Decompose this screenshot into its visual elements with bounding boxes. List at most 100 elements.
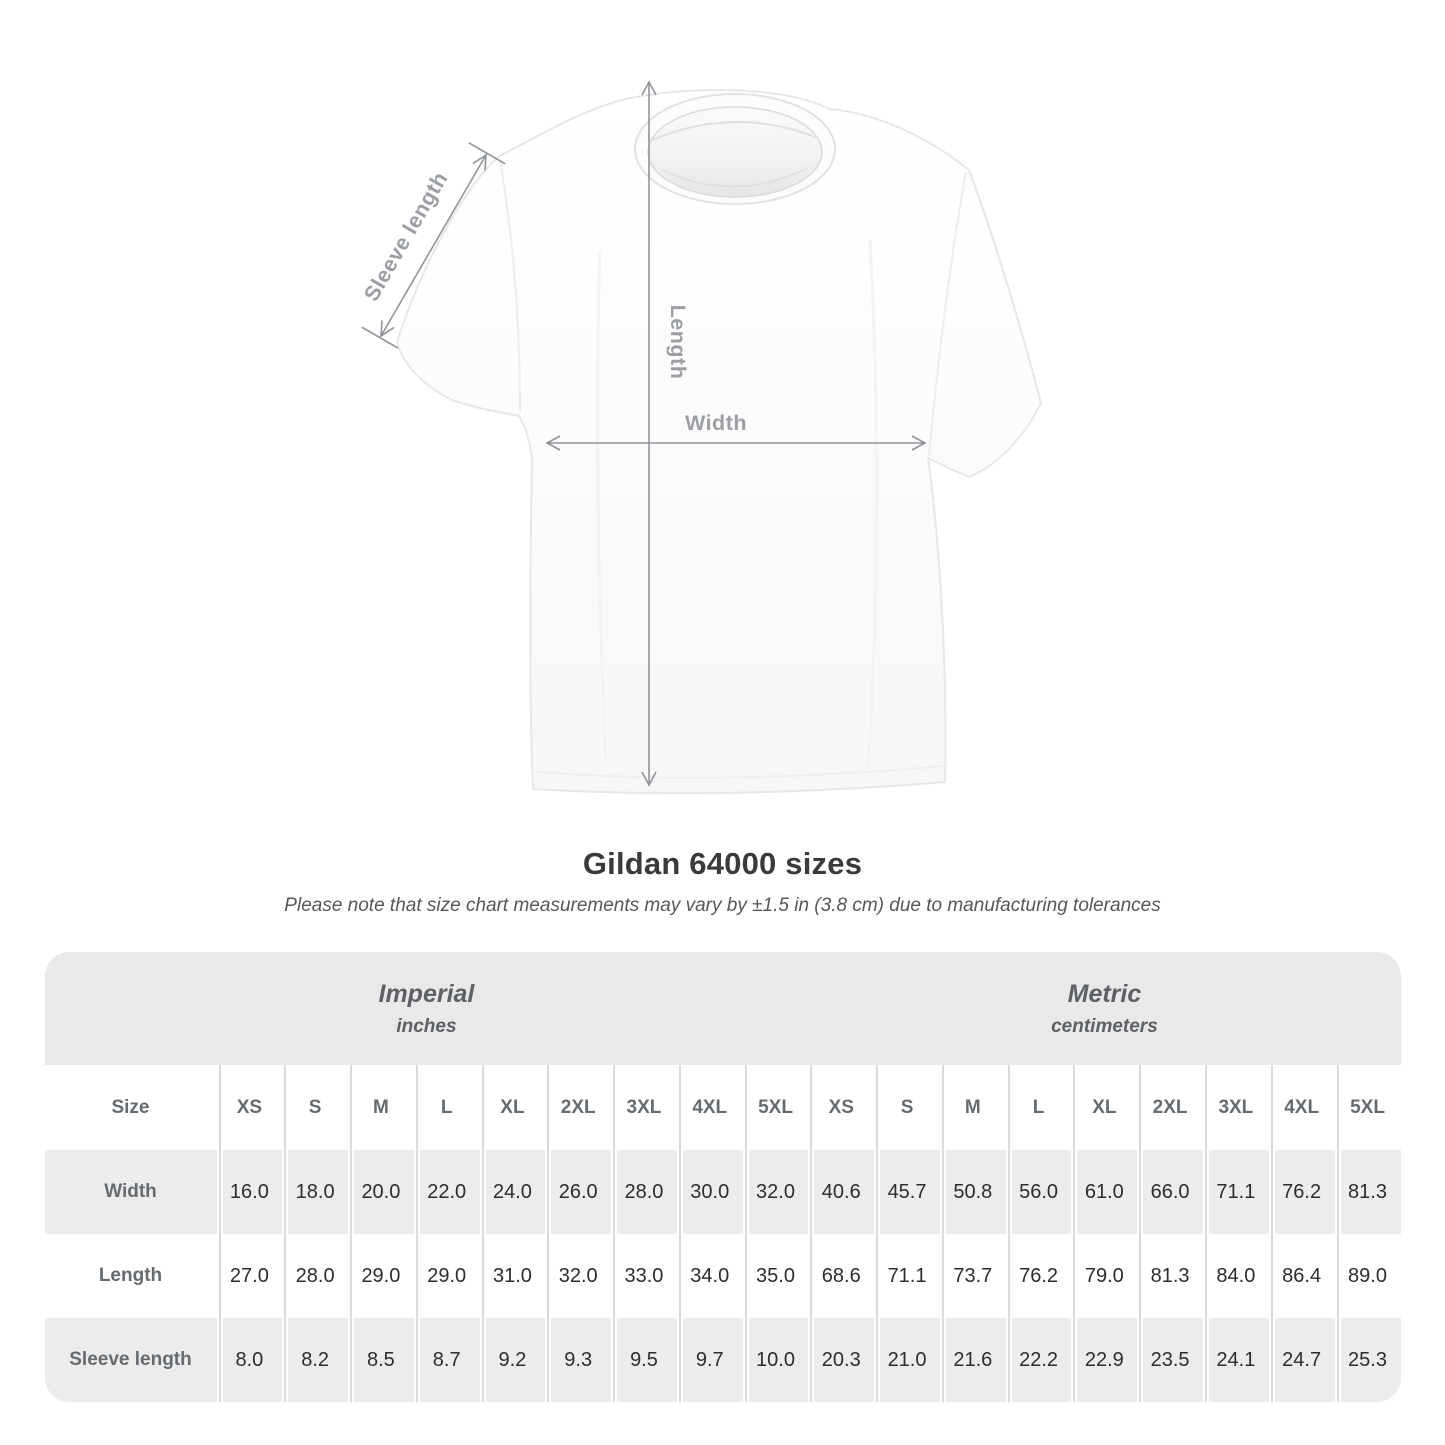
measurement-cell: 9.3: [545, 1318, 612, 1402]
measurement-cell: 71.1: [874, 1234, 940, 1318]
measurement-cell: 28.0: [611, 1150, 677, 1234]
size-header-cell: XS: [808, 1065, 875, 1150]
measurement-cell: 76.2: [1005, 1234, 1072, 1318]
size-header-cell: S: [282, 1065, 349, 1150]
measurement-cell: 89.0: [1334, 1234, 1401, 1318]
size-header-cell: 4XL: [676, 1065, 743, 1150]
measurement-cell: 45.7: [874, 1150, 940, 1234]
size-header-cell: L: [1005, 1065, 1072, 1150]
fold-line: [596, 249, 608, 761]
measurement-cell: 24.1: [1202, 1318, 1269, 1402]
imperial-title: Imperial: [378, 979, 475, 1008]
measurement-cell: 9.2: [479, 1318, 546, 1402]
measurement-cell: 22.9: [1071, 1318, 1138, 1402]
measurement-cell: 61.0: [1071, 1150, 1138, 1234]
length-arrow: [641, 80, 657, 787]
size-column-header: Size: [44, 1065, 217, 1150]
measurement-cell: 9.7: [676, 1318, 743, 1402]
measurement-cell: 29.0: [348, 1234, 414, 1318]
measurement-cell: 20.3: [808, 1318, 875, 1402]
measurement-cell: 76.2: [1268, 1150, 1335, 1234]
measurement-cell: 31.0: [479, 1234, 546, 1318]
measurement-cell: 21.6: [939, 1318, 1006, 1402]
measurement-cell: 86.4: [1268, 1234, 1335, 1318]
measurement-cell: 26.0: [545, 1150, 612, 1234]
measurement-cell: 8.5: [348, 1318, 414, 1402]
measurement-cell: 9.5: [611, 1318, 677, 1402]
imperial-group-header: Imperial inches: [44, 952, 809, 1065]
unit-header-row: Imperial inches Metric centimeters: [44, 952, 1401, 1065]
size-header-cell: XS: [216, 1065, 283, 1150]
size-header-cell: S: [874, 1065, 940, 1150]
measurement-cell: 25.3: [1334, 1318, 1401, 1402]
table-row: Length 27.0 28.0 29.0 29.0 31.0 32.0 33.0 34.0 35…: [44, 1234, 1401, 1318]
measurement-cell: 66.0: [1137, 1150, 1203, 1234]
right-sleeve-seam: [928, 171, 967, 457]
measurement-cell: 8.0: [216, 1318, 283, 1402]
measurement-cell: 84.0: [1202, 1234, 1269, 1318]
size-header-row: Size XS S M L XL 2XL 3XL 4XL 5XL XS S M L XL 2XL 3XL 4XL 5…: [44, 1065, 1401, 1150]
left-sleeve-seam: [499, 159, 521, 413]
table-row: Width 16.0 18.0 20.0 22.0 24.0 26.0 28.0 30.0 32.…: [44, 1150, 1401, 1234]
size-header-cell: XL: [1071, 1065, 1138, 1150]
measurement-cell: 27.0: [216, 1234, 283, 1318]
measurement-cell: 10.0: [742, 1318, 809, 1402]
measurement-cell: 32.0: [742, 1150, 809, 1234]
collar: [634, 93, 836, 205]
table-row: Sleeve length 8.0 8.2 8.5 8.7 9.2 9.3 9.5 9.7 10.…: [44, 1318, 1401, 1402]
row-label: Length: [44, 1234, 217, 1318]
measurement-cell: 40.6: [808, 1150, 875, 1234]
metric-group-header: Metric centimeters: [808, 952, 1401, 1065]
size-header-cell: XL: [479, 1065, 546, 1150]
row-label: Width: [44, 1150, 217, 1234]
measurement-cell: 8.7: [413, 1318, 480, 1402]
measurement-cell: 22.0: [413, 1150, 480, 1234]
tshirt-diagram: Sleeve length Length Width: [359, 80, 1043, 795]
measurement-cell: 71.1: [1202, 1150, 1269, 1234]
measurement-cell: 24.7: [1268, 1318, 1335, 1402]
size-header-cell: 2XL: [1137, 1065, 1203, 1150]
measurement-cell: 30.0: [676, 1150, 743, 1234]
measurement-cell: 8.2: [282, 1318, 349, 1402]
measurement-cell: 16.0: [216, 1150, 283, 1234]
fold-line: [866, 239, 879, 771]
size-header-cell: M: [348, 1065, 414, 1150]
measurement-cell: 20.0: [348, 1150, 414, 1234]
sleeve-length-arrow: [361, 142, 506, 349]
width-arrow: [545, 435, 927, 451]
measurement-cell: 81.3: [1334, 1150, 1401, 1234]
size-table-body: Width 16.0 18.0 20.0 22.0 24.0 26.0 28.0 30.0 32.…: [44, 1150, 1401, 1402]
size-header-cell: 2XL: [545, 1065, 612, 1150]
width-label: Width: [685, 411, 747, 435]
size-header-cell: L: [413, 1065, 480, 1150]
measurement-cell: 32.0: [545, 1234, 612, 1318]
measurement-cell: 23.5: [1137, 1318, 1203, 1402]
size-header-cell: 3XL: [1202, 1065, 1269, 1150]
size-header-cell: 5XL: [1334, 1065, 1401, 1150]
row-label: Sleeve length: [44, 1318, 217, 1402]
measurement-cell: 22.2: [1005, 1318, 1072, 1402]
measurement-cell: 21.0: [874, 1318, 940, 1402]
page-title: Gildan 64000 sizes: [582, 846, 863, 881]
imperial-unit: inches: [396, 1015, 457, 1037]
measurement-cell: 29.0: [413, 1234, 480, 1318]
size-header-cell: M: [939, 1065, 1006, 1150]
size-header-cell: 4XL: [1268, 1065, 1335, 1150]
size-chart-page: Sleeve length Length Width Gildan 64000 …: [44, 80, 1401, 1402]
measurement-cell: 56.0: [1005, 1150, 1072, 1234]
measurement-cell: 68.6: [808, 1234, 875, 1318]
metric-title: Metric: [1067, 979, 1142, 1008]
measurement-cell: 79.0: [1071, 1234, 1138, 1318]
tshirt-illustration: Sleeve length Length Width: [359, 80, 1043, 795]
measurement-cell: 18.0: [282, 1150, 349, 1234]
tshirt-body: [395, 88, 1043, 795]
hem-stitch: [534, 765, 944, 779]
measurement-cell: 81.3: [1137, 1234, 1203, 1318]
length-label: Length: [666, 305, 690, 380]
measurement-cell: 28.0: [282, 1234, 349, 1318]
measurement-cell: 34.0: [676, 1234, 743, 1318]
metric-unit: centimeters: [1051, 1015, 1158, 1037]
measurement-cell: 33.0: [611, 1234, 677, 1318]
measurement-cell: 35.0: [742, 1234, 809, 1318]
size-table: Imperial inches Metric centimeters Size X…: [44, 952, 1401, 1402]
